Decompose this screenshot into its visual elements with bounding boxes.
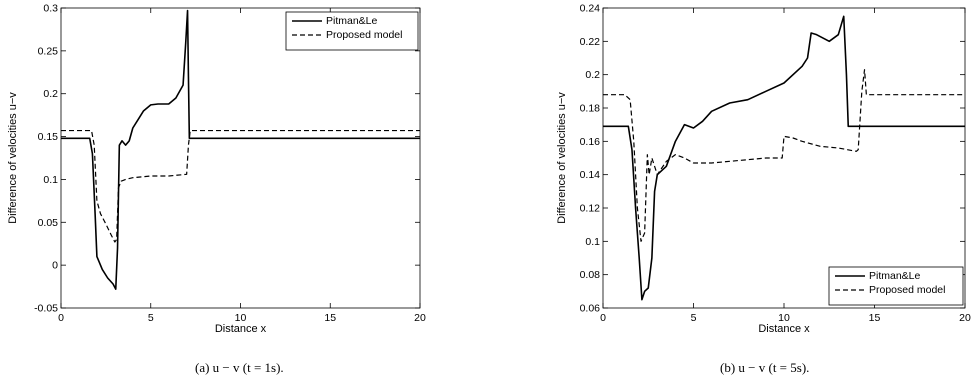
- y-tick-label: 0: [52, 260, 58, 272]
- y-tick-label: 0.3: [43, 3, 58, 15]
- figure-caption: (b) u − v (t = 5s).: [720, 360, 809, 375]
- x-tick-label: 0: [58, 312, 64, 324]
- legend-box: [828, 266, 964, 306]
- y-tick-label: 0.08: [580, 269, 601, 281]
- y-tick-label: 0.15: [38, 131, 59, 143]
- y-tick-label: 0.2: [43, 88, 58, 100]
- x-tick-label: 10: [778, 312, 790, 324]
- series-line-pitman-le: [61, 9, 420, 290]
- x-tick-label: 10: [235, 312, 247, 324]
- x-axis-label: Distance x: [215, 323, 267, 335]
- y-tick-label: 0.1: [43, 174, 58, 186]
- y-tick-label: 0.05: [38, 217, 59, 229]
- y-tick-label: 0.16: [580, 136, 601, 148]
- y-tick-label: 0.1: [585, 236, 600, 248]
- x-tick-label: 20: [414, 312, 426, 324]
- plot-area-0: [60, 7, 421, 309]
- y-tick-label: 0.25: [38, 45, 59, 57]
- legend-label: Proposed model: [869, 284, 945, 296]
- x-tick-label: 5: [148, 312, 154, 324]
- figure-caption: (a) u − v (t = 1s).: [195, 360, 284, 375]
- y-axis-label: Difference of velocities u−v: [7, 92, 19, 224]
- legend-label: Pitman&Le: [869, 270, 921, 282]
- plot-area-1: [602, 7, 966, 309]
- series-line-proposed-model: [61, 129, 420, 243]
- y-tick-label: 0.06: [580, 303, 601, 315]
- x-tick-label: 0: [600, 312, 606, 324]
- legend-box: [285, 11, 419, 51]
- y-tick-label: 0.18: [580, 103, 601, 115]
- x-tick-label: 15: [869, 312, 881, 324]
- y-tick-label: 0.14: [580, 169, 601, 181]
- series-line-proposed-model: [603, 69, 965, 242]
- y-axis-label: Difference of velocities u−v: [556, 92, 568, 224]
- y-tick-label: 0.2: [585, 69, 600, 81]
- y-tick-label: 0.12: [580, 203, 601, 215]
- x-axis-label: Distance x: [758, 323, 810, 335]
- x-tick-label: 15: [324, 312, 336, 324]
- y-tick-label: 0.24: [580, 3, 601, 15]
- y-tick-label: -0.05: [34, 303, 58, 315]
- series-line-pitman-le: [603, 15, 965, 301]
- x-tick-label: 5: [691, 312, 697, 324]
- legend-label: Proposed model: [326, 29, 402, 41]
- x-tick-label: 20: [959, 312, 971, 324]
- legend-label: Pitman&Le: [326, 15, 378, 27]
- y-tick-label: 0.22: [580, 36, 601, 48]
